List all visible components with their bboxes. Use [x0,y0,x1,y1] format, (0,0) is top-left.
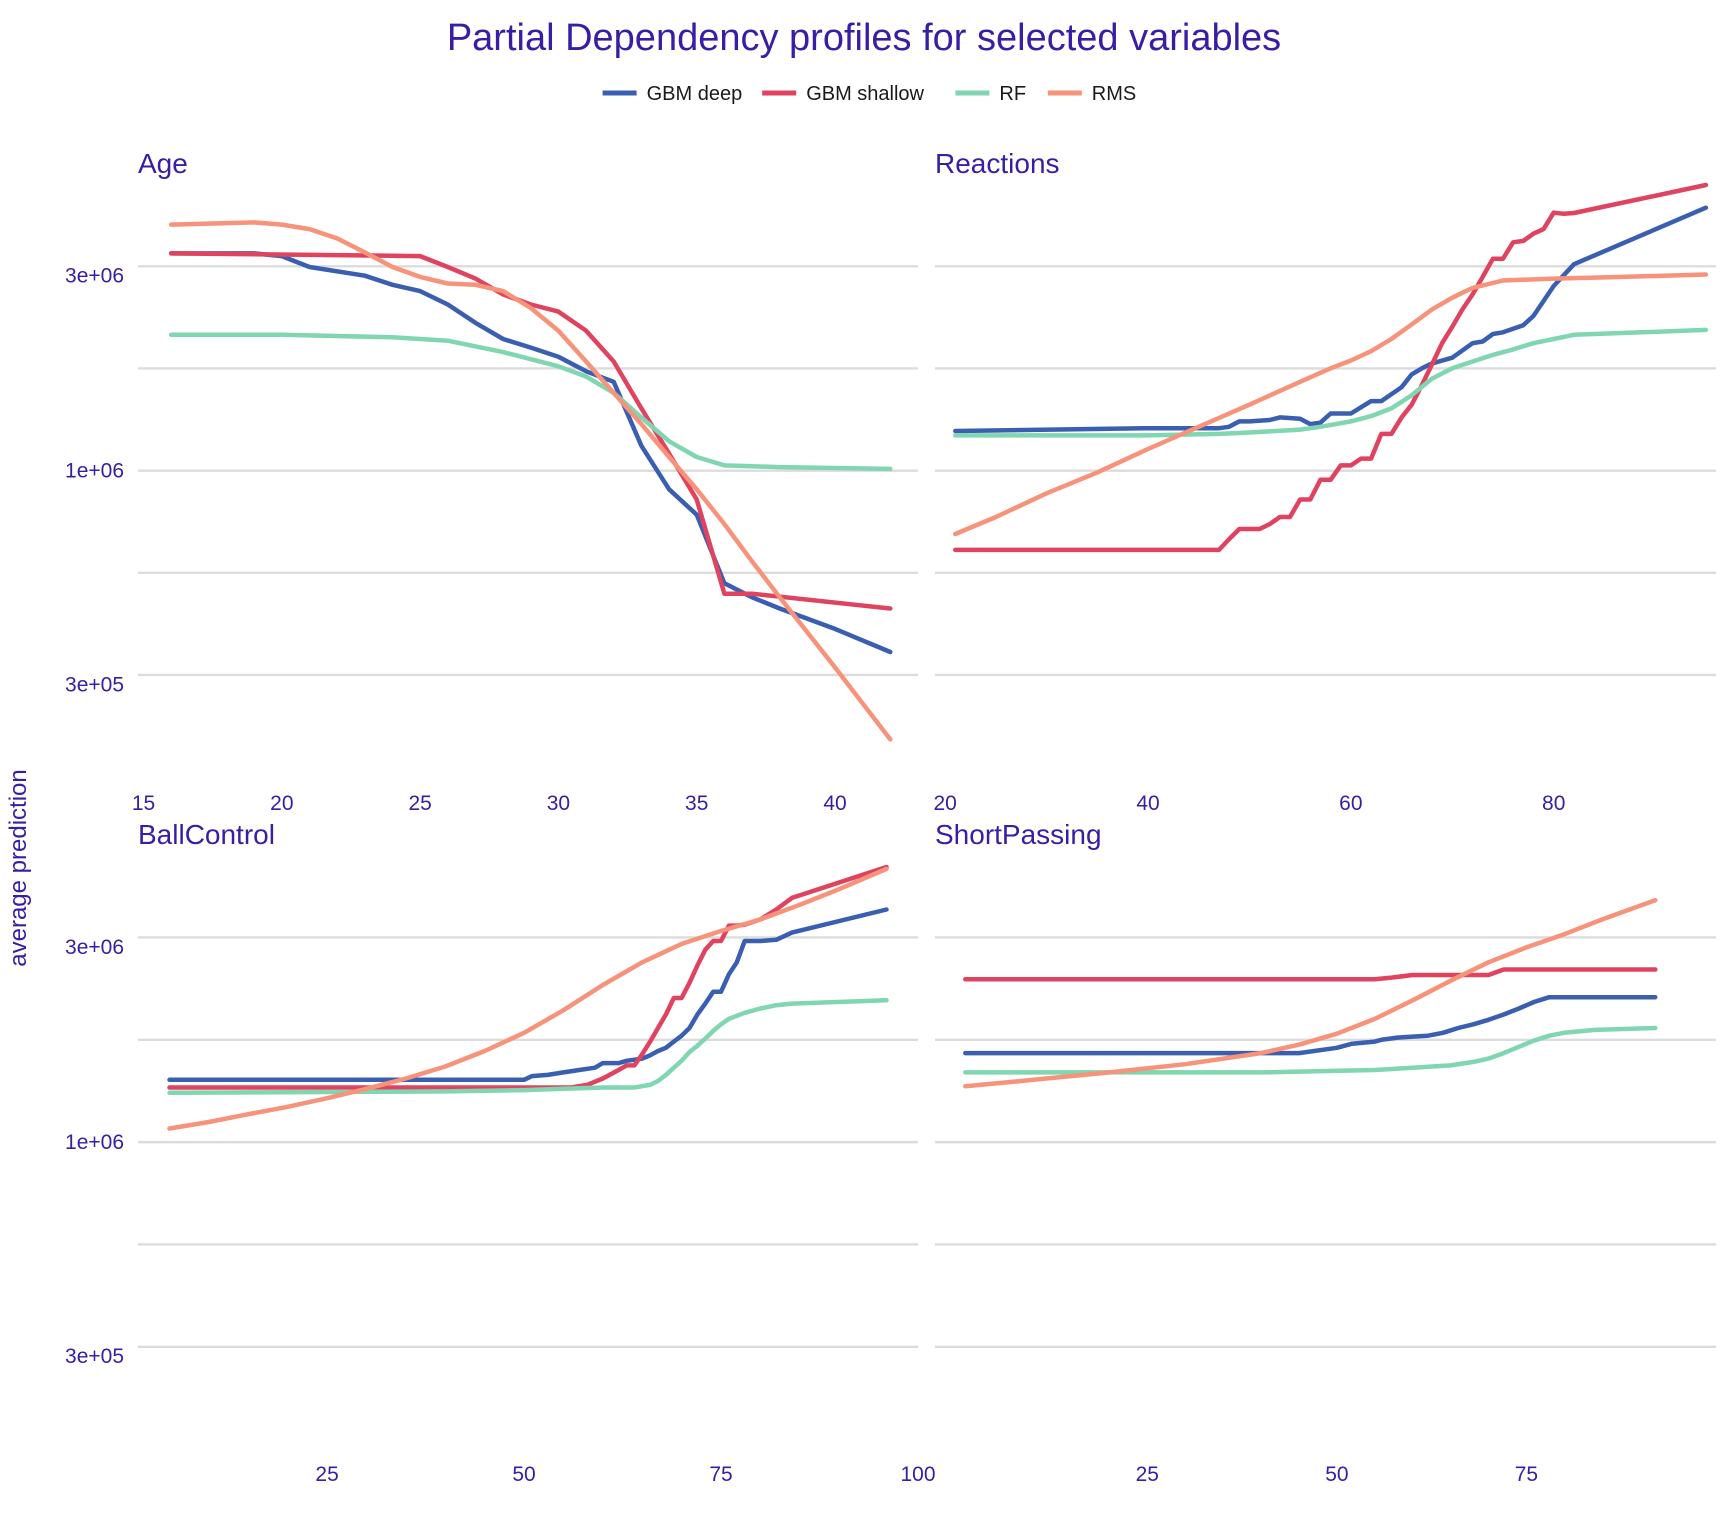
legend-label-gbm-deep: GBM deep [647,83,743,105]
series-line-rf [953,327,1709,438]
x-tick-label: 20 [270,792,293,815]
x-tick-label: 25 [1136,1463,1159,1486]
y-tick-label: 3e+06 [65,265,124,288]
series-line-rms [953,272,1709,537]
x-tick-label: 25 [315,1463,338,1486]
x-tick-label: 15 [132,792,155,815]
series-line-rms [963,897,1658,1089]
series-line-gbm-shallow [168,251,893,611]
series-line-gbm-deep [167,907,889,1083]
legend-label-gbm-shallow: GBM shallow [806,83,924,105]
y-tick-label: 1e+06 [65,1131,124,1154]
x-tick-label: 40 [823,792,846,815]
x-tick-label: 40 [1136,792,1159,815]
y-tick-label: 3e+06 [65,936,124,959]
facet-title-ballcontrol: BallControl [138,819,275,850]
series-line-gbm-deep [953,205,1709,434]
x-tick-label: 80 [1542,792,1565,815]
x-tick-label: 100 [900,1463,935,1486]
x-tick-label: 50 [1325,1463,1348,1486]
facet-age: Age 3e+05 1e+06 3e+06 15 20 25 30 35 40 [65,148,918,815]
legend-label-rms: RMS [1092,83,1136,105]
series-line-gbm-shallow [167,864,889,1090]
legend: GBM deep GBM shallow RF RMS [602,83,1136,105]
series-line-rf [167,998,889,1096]
facet-title-shortpassing: ShortPassing [935,819,1102,850]
series-line-rms [167,866,889,1131]
series-line-gbm-deep [168,251,893,655]
y-tick-label: 3e+05 [65,673,124,696]
y-axis-label: average prediction [5,769,32,966]
chart-title: Partial Dependency profiles for selected… [447,17,1281,59]
x-tick-label: 50 [512,1463,535,1486]
x-tick-label: 20 [933,792,956,815]
legend-label-rf: RF [999,83,1026,105]
y-tick-label: 3e+05 [65,1345,124,1368]
x-tick-label: 30 [547,792,570,815]
x-tick-label: 60 [1339,792,1362,815]
facet-reactions: Reactions 20 40 60 80 [933,148,1716,815]
series-line-rf [168,332,893,472]
facet-title-age: Age [138,148,188,179]
facet-panels: Age 3e+05 1e+06 3e+06 15 20 25 30 35 40 Reactions 2… [65,148,1716,1486]
facet-ballcontrol: BallControl 3e+05 1e+06 3e+06 25 50 75 100 [65,819,936,1486]
facet-title-reactions: Reactions [935,148,1060,179]
x-tick-label: 75 [1515,1463,1538,1486]
x-tick-label: 25 [408,792,431,815]
series-line-gbm-shallow [953,182,1709,553]
series-line-gbm-deep [963,994,1658,1056]
series-line-rf [963,1025,1658,1075]
x-tick-label: 75 [709,1463,732,1486]
y-tick-label: 1e+06 [65,460,124,483]
x-tick-label: 35 [685,792,708,815]
series-line-rms [168,220,893,742]
series-line-gbm-shallow [963,967,1658,982]
facet-shortpassing: ShortPassing 25 50 75 [935,819,1716,1486]
